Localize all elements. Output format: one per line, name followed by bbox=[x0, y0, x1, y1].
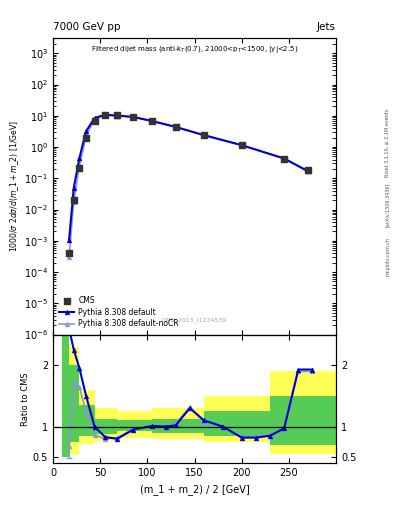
Pythia 8.308 default bbox=[103, 112, 107, 118]
Pythia 8.308 default bbox=[131, 114, 136, 120]
Pythia 8.308 default-noCR bbox=[202, 132, 206, 138]
Pythia 8.308 default-noCR bbox=[84, 133, 88, 139]
Text: mcplots.cern.ch: mcplots.cern.ch bbox=[385, 237, 390, 275]
Text: CMS_2013_I1224539: CMS_2013_I1224539 bbox=[162, 317, 227, 323]
Pythia 8.308 default-noCR bbox=[67, 254, 72, 260]
Line: Pythia 8.308 default: Pythia 8.308 default bbox=[67, 112, 310, 242]
Pythia 8.308 default-noCR bbox=[305, 168, 310, 174]
Text: Rivet 3.1.10, ≥ 2.1M events: Rivet 3.1.10, ≥ 2.1M events bbox=[385, 109, 390, 178]
CMS bbox=[173, 122, 179, 131]
CMS bbox=[149, 117, 155, 125]
Pythia 8.308 default-noCR bbox=[282, 155, 286, 161]
Pythia 8.308 default bbox=[115, 113, 119, 119]
Pythia 8.308 default bbox=[173, 124, 178, 130]
Pythia 8.308 default bbox=[305, 168, 310, 174]
Pythia 8.308 default-noCR bbox=[103, 112, 107, 118]
Y-axis label: Ratio to CMS: Ratio to CMS bbox=[21, 372, 30, 426]
X-axis label: (m_1 + m_2) / 2 [GeV]: (m_1 + m_2) / 2 [GeV] bbox=[140, 484, 250, 495]
CMS bbox=[83, 134, 89, 142]
Pythia 8.308 default bbox=[72, 185, 76, 191]
Pythia 8.308 default bbox=[92, 115, 97, 121]
CMS bbox=[102, 111, 108, 119]
Y-axis label: $1000/\sigma\ 2d\sigma/d(m\_1 + m\_2)\ [1/\mathrm{GeV}]$: $1000/\sigma\ 2d\sigma/d(m\_1 + m\_2)\ [… bbox=[9, 121, 21, 252]
Text: 7000 GeV pp: 7000 GeV pp bbox=[53, 22, 121, 32]
Pythia 8.308 default bbox=[67, 237, 72, 243]
Text: Jets: Jets bbox=[317, 22, 336, 32]
CMS bbox=[114, 111, 120, 119]
Pythia 8.308 default bbox=[150, 118, 154, 124]
Legend: CMS, Pythia 8.308 default, Pythia 8.308 default-noCR: CMS, Pythia 8.308 default, Pythia 8.308 … bbox=[57, 294, 181, 331]
Pythia 8.308 default bbox=[77, 155, 82, 161]
Line: Pythia 8.308 default-noCR: Pythia 8.308 default-noCR bbox=[67, 113, 310, 260]
Pythia 8.308 default-noCR bbox=[77, 163, 82, 169]
CMS bbox=[305, 166, 311, 175]
CMS bbox=[239, 140, 245, 148]
Pythia 8.308 default-noCR bbox=[239, 142, 244, 148]
CMS bbox=[66, 249, 72, 258]
CMS bbox=[281, 155, 287, 163]
CMS bbox=[92, 117, 98, 125]
CMS bbox=[201, 131, 207, 139]
Pythia 8.308 default bbox=[84, 128, 88, 134]
Pythia 8.308 default-noCR bbox=[173, 124, 178, 130]
CMS bbox=[76, 163, 83, 172]
Text: [arXiv:1306.3436]: [arXiv:1306.3436] bbox=[385, 183, 390, 227]
Pythia 8.308 default-noCR bbox=[92, 116, 97, 122]
CMS bbox=[71, 196, 77, 204]
Pythia 8.308 default bbox=[202, 132, 206, 138]
Text: Filtered dijet mass (anti-k$_T$(0.7), 21000<p$_T$<1500, |y|<2.5): Filtered dijet mass (anti-k$_T$(0.7), 21… bbox=[91, 45, 298, 55]
Pythia 8.308 default-noCR bbox=[115, 113, 119, 119]
Pythia 8.308 default-noCR bbox=[131, 114, 136, 120]
Pythia 8.308 default-noCR bbox=[150, 118, 154, 124]
Pythia 8.308 default bbox=[239, 142, 244, 148]
Pythia 8.308 default bbox=[282, 156, 286, 162]
CMS bbox=[130, 113, 136, 121]
Pythia 8.308 default-noCR bbox=[72, 199, 76, 205]
